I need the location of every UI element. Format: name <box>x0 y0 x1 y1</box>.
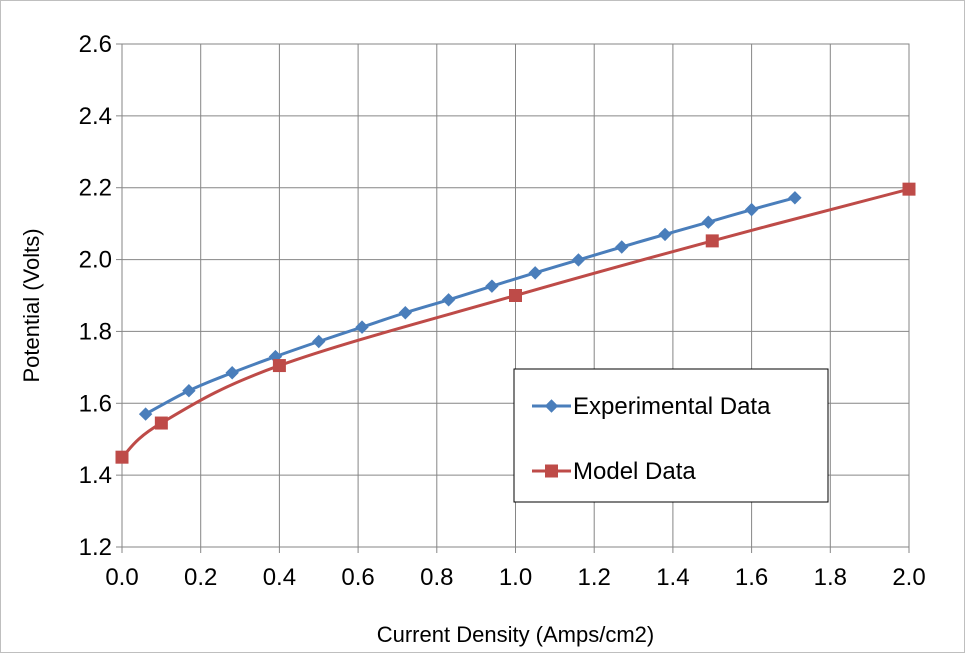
series-experimental <box>138 191 802 421</box>
x-tick-label: 0.8 <box>420 564 453 591</box>
x-tick-label: 0.6 <box>341 564 374 591</box>
diamond-marker <box>788 191 802 205</box>
series-line <box>120 187 910 459</box>
diamond-marker <box>182 384 196 398</box>
y-tick-label: 1.8 <box>79 318 112 345</box>
square-marker <box>272 359 286 373</box>
x-tick-label: 1.0 <box>499 564 532 591</box>
diamond-marker <box>485 279 499 293</box>
series-model <box>115 182 916 464</box>
square-marker <box>705 234 719 248</box>
y-tick-label: 1.4 <box>79 462 112 489</box>
plot-border <box>121 43 910 548</box>
legend-entry-label: Model Data <box>573 458 696 485</box>
x-tick-label: 1.4 <box>656 564 689 591</box>
square-marker <box>115 450 129 464</box>
y-tick-label: 1.2 <box>79 534 112 561</box>
diamond-marker <box>312 334 326 349</box>
y-axis-title: Potential (Volts) <box>19 228 44 382</box>
x-tick-label: 1.2 <box>578 564 611 591</box>
x-tick-label: 1.6 <box>735 564 768 591</box>
legend-swatch-marker <box>545 464 558 478</box>
series-layer <box>115 182 916 464</box>
legend-swatch-marker <box>544 399 559 413</box>
legend: Experimental Data Model Data <box>513 368 829 503</box>
axes: 0.0 0.2 0.4 0.6 0.8 1.0 1.2 1.4 1.6 1.8 2.0 1.2 1.4 1… <box>79 31 926 591</box>
diamond-marker <box>225 366 239 380</box>
x-tick-label: 2.0 <box>892 564 925 591</box>
diamond-marker <box>138 407 153 421</box>
square-marker <box>902 182 916 196</box>
x-tick-label: 1.8 <box>814 564 847 591</box>
legend-box <box>513 368 829 503</box>
y-tick-label: 2.4 <box>79 103 112 130</box>
series-line <box>144 196 796 416</box>
square-marker <box>154 416 168 430</box>
y-tick-label: 2.0 <box>79 247 112 274</box>
legend-entry-label: Experimental Data <box>573 393 771 420</box>
diamond-marker <box>528 266 542 280</box>
diamond-marker <box>658 227 672 242</box>
y-tick-label: 2.2 <box>79 175 112 202</box>
diamond-marker <box>355 320 369 334</box>
y-tick-label: 1.6 <box>79 390 112 417</box>
y-tick-label: 2.6 <box>79 31 112 58</box>
diamond-marker <box>441 293 456 307</box>
x-tick-label: 0.4 <box>263 564 296 591</box>
x-tick-label: 0.2 <box>184 564 217 591</box>
diamond-marker <box>398 306 413 320</box>
diamond-marker <box>615 240 629 254</box>
x-axis-title: Current Density (Amps/cm2) <box>377 622 655 647</box>
diamond-marker <box>571 253 586 267</box>
diamond-marker <box>744 202 759 217</box>
square-marker <box>509 289 522 302</box>
x-tick-label: 0.0 <box>105 564 138 591</box>
diamond-marker <box>701 215 716 229</box>
